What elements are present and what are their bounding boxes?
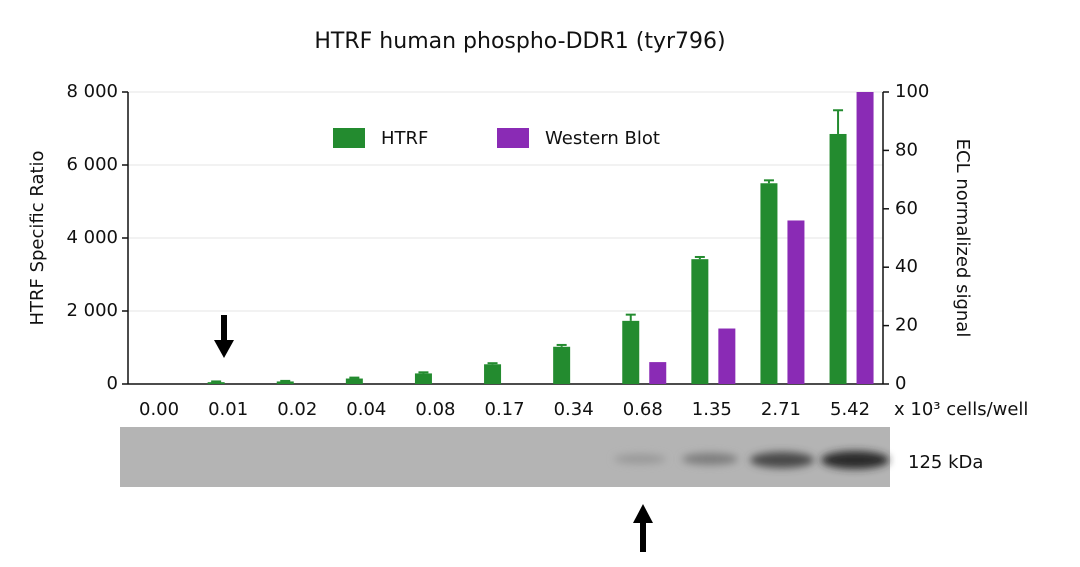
y-tick-label: 4 000 (66, 227, 118, 248)
error-bar (556, 343, 567, 347)
legend-swatch (333, 128, 365, 148)
bar (718, 328, 736, 384)
x-tick-label: 2.71 (761, 399, 801, 420)
y-axis-title: HTRF Specific Ratio (27, 150, 48, 325)
y-tick-label: 2 000 (66, 300, 118, 321)
bar (760, 183, 778, 384)
bar (276, 381, 294, 384)
y2-tick-label: 20 (895, 315, 918, 336)
y2-axis-title: ECL normalized signal (952, 139, 973, 338)
legend-label: HTRF (381, 128, 428, 149)
error-bar (833, 109, 844, 134)
error-bar (280, 379, 291, 382)
error-bar (349, 376, 360, 379)
bar (649, 362, 667, 384)
bar (622, 320, 640, 384)
blot-label: 125 kDa (908, 452, 983, 473)
error-bar (694, 255, 705, 260)
bar (829, 133, 847, 384)
x-tick-label: 0.17 (485, 399, 525, 420)
x-tick-label: 5.42 (830, 399, 870, 420)
y2-tick-label: 0 (895, 373, 906, 394)
bar (345, 378, 363, 384)
legend-swatch (497, 128, 529, 148)
error-bar (763, 179, 774, 184)
error-bar (211, 380, 222, 383)
x-tick-label: 0.04 (346, 399, 386, 420)
y-tick-label: 6 000 (66, 154, 118, 175)
bar (787, 220, 805, 384)
x-tick-label: 0.34 (554, 399, 594, 420)
y2-tick-label: 60 (895, 198, 918, 219)
chart-title: HTRF human phospho-DDR1 (tyr796) (314, 29, 725, 54)
y2-tick-label: 100 (895, 81, 929, 102)
y2-tick-label: 40 (895, 256, 918, 277)
x-tick-label: 1.35 (692, 399, 732, 420)
x-tick-label: 0.02 (277, 399, 317, 420)
error-bar (487, 362, 498, 365)
x-tick-label: 0.08 (415, 399, 455, 420)
arrow-up (633, 504, 653, 552)
error-bar (625, 313, 636, 321)
y-tick-label: 0 (107, 373, 118, 394)
arrow-down (214, 315, 234, 358)
error-bar (418, 371, 429, 374)
bar (414, 373, 432, 384)
y-tick-label: 8 000 (66, 81, 118, 102)
bar (691, 259, 709, 384)
bar (207, 382, 225, 384)
bar (553, 346, 571, 384)
x-tick-label: 0.01 (208, 399, 248, 420)
y2-tick-label: 80 (895, 139, 918, 160)
x-tick-label: 0.68 (623, 399, 663, 420)
x-tick-label: 0.00 (139, 399, 179, 420)
western-blot (120, 427, 890, 487)
legend-label: Western Blot (545, 128, 660, 149)
x-axis-title: x 10³ cells/well (894, 399, 1028, 420)
bar (856, 92, 874, 384)
bar (484, 364, 502, 384)
